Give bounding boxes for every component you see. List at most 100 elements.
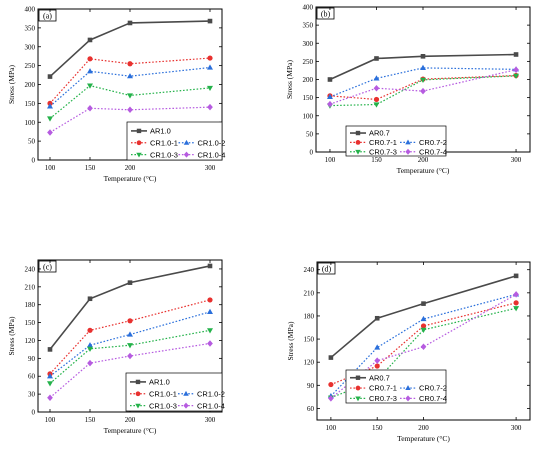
y-tick-label: 150 (25, 100, 36, 108)
data-point (127, 20, 133, 26)
data-point (420, 77, 426, 83)
data-point (420, 327, 427, 333)
data-point (374, 315, 380, 321)
y-tick-label: 100 (25, 119, 36, 127)
series-cr1-0-2 (47, 64, 213, 109)
series-line (49, 84, 211, 119)
y-tick-label: 250 (303, 58, 314, 66)
x-tick-label: 100 (45, 164, 56, 172)
data-point (207, 297, 213, 303)
legend-marker (136, 128, 142, 134)
legend-label: CR0.7-2 (419, 138, 447, 147)
y-tick-label: 50 (28, 138, 36, 146)
panel-label: (a) (43, 12, 52, 21)
legend-label: CR0.7-1 (369, 138, 397, 147)
chart-panel-2: (b) 0 50 100 150 200 250 300 350 400 100 150 200 300 T… (285, 4, 531, 175)
panel-label-box (38, 9, 57, 22)
legend-label: CR0.7-4 (419, 147, 447, 156)
x-tick-label: 150 (371, 156, 382, 164)
x-tick-label: 150 (85, 416, 96, 424)
data-point (373, 75, 380, 81)
legend-label: CR0.7-1 (369, 384, 397, 393)
series-line (49, 342, 211, 399)
legend-box (126, 121, 223, 161)
data-point (127, 331, 133, 337)
data-point (87, 327, 93, 333)
data-point (374, 363, 380, 369)
data-point (87, 83, 93, 89)
series-cr0-7-1 (327, 72, 519, 103)
x-tick-label: 100 (326, 424, 337, 432)
y-tick-label: 90 (28, 355, 36, 363)
data-point (513, 52, 519, 57)
panel-label: (d) (322, 265, 332, 274)
y-tick-label: 250 (25, 62, 36, 70)
data-point (327, 77, 333, 82)
legend-label: CR1.0-4 (198, 150, 226, 159)
legend-marker (355, 385, 361, 391)
legend-marker (405, 395, 411, 402)
data-point (207, 64, 213, 70)
x-tick-label: 150 (85, 164, 96, 172)
data-point (513, 73, 520, 79)
series-cr1-0-4 (47, 340, 213, 401)
x-axis-label: Temperature (°C) (104, 174, 157, 183)
legend-marker (405, 139, 411, 145)
legend-box (345, 125, 447, 157)
data-point (373, 84, 380, 92)
x-axis-label: Temperature (°C) (397, 166, 450, 175)
data-point (374, 344, 381, 350)
data-point (127, 93, 133, 99)
y-tick-label: 0 (32, 157, 36, 165)
panel-label-box (38, 260, 57, 273)
data-point (207, 18, 213, 24)
data-point (127, 280, 133, 285)
y-axis-label: Stress (MPa) (7, 316, 16, 355)
y-axis-label: Stress (MPa) (285, 60, 294, 99)
series-line (49, 57, 211, 104)
series-line (49, 106, 211, 133)
data-point (207, 308, 213, 314)
data-point (420, 54, 426, 59)
y-tick-label: 350 (303, 22, 314, 30)
x-tick-label: 300 (511, 156, 522, 164)
data-point (47, 394, 53, 401)
data-point (127, 343, 133, 349)
y-tick-label: 210 (25, 283, 36, 291)
data-point (127, 106, 133, 114)
y-tick-label: 90 (307, 382, 315, 390)
data-point (513, 306, 520, 312)
series-cr1-0-3 (47, 83, 213, 122)
legend-marker (135, 379, 141, 385)
data-point (207, 85, 213, 92)
data-point (87, 346, 93, 352)
data-point (420, 315, 427, 322)
data-point (87, 37, 93, 43)
data-point (47, 347, 53, 352)
x-tick-label: 150 (372, 424, 383, 432)
data-point (374, 357, 381, 364)
data-point (420, 87, 426, 95)
x-tick-label: 100 (325, 156, 336, 164)
chart-panel-1: (a) 0 50 100 150 200 250 300 350 400 100 150 200 300 T… (7, 6, 225, 184)
legend-label: CR1.0-1 (149, 389, 177, 398)
y-tick-label: 150 (304, 336, 315, 344)
legend-label: CR1.0-3 (150, 150, 178, 159)
data-point (207, 103, 213, 111)
series-line (49, 66, 211, 107)
y-tick-label: 60 (28, 373, 36, 381)
legend-label: AR0.7 (369, 129, 390, 138)
data-point (420, 323, 427, 329)
data-point (127, 73, 133, 79)
data-point (127, 352, 133, 360)
legend-label: CR1.0-2 (197, 389, 225, 398)
series-cr1-0-3 (47, 328, 213, 387)
y-tick-label: 210 (304, 289, 315, 297)
legend-label: CR0.7-2 (419, 384, 447, 393)
legend-marker (355, 140, 361, 145)
legend-marker (355, 396, 361, 402)
data-point (374, 56, 379, 61)
x-tick-label: 300 (205, 416, 216, 424)
y-tick-label: 120 (304, 359, 315, 367)
x-tick-label: 300 (511, 424, 522, 432)
